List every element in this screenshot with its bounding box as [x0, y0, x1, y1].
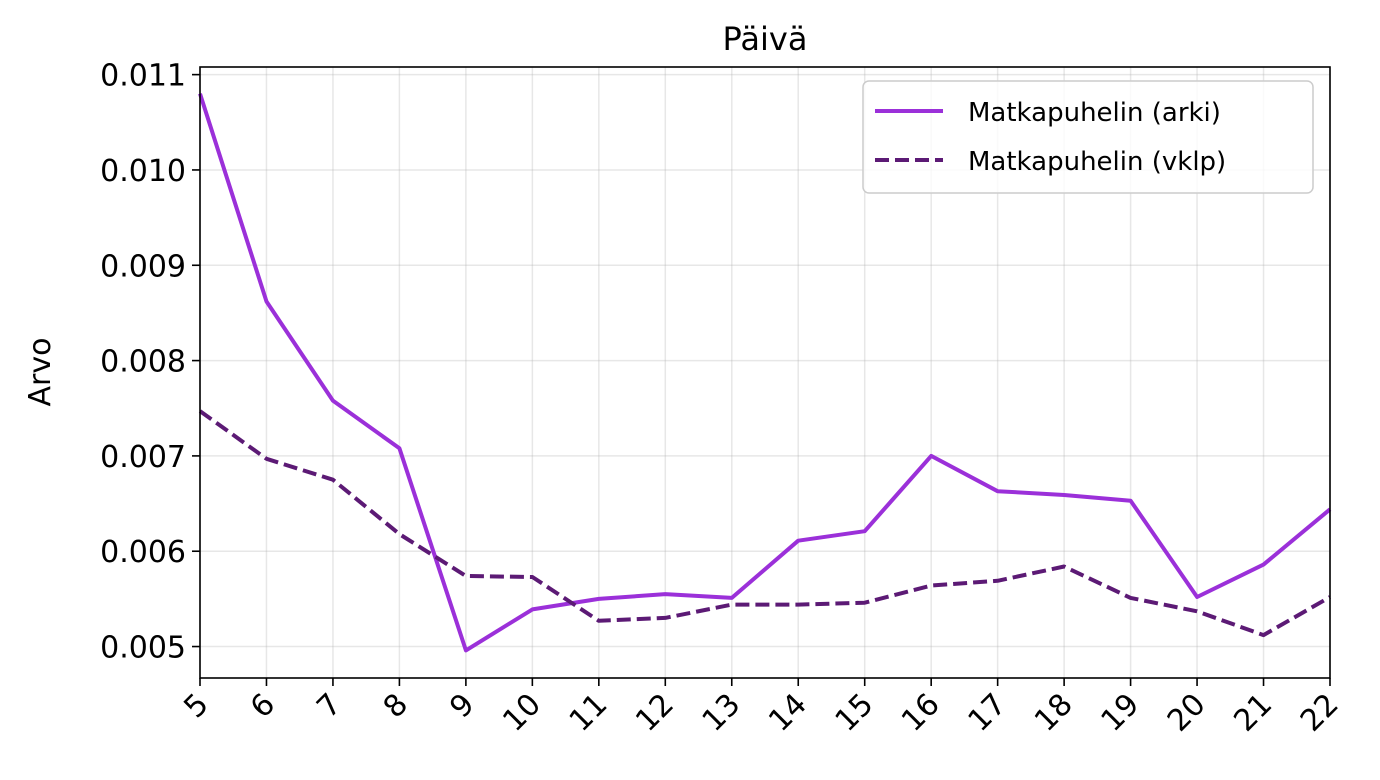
- y-tick-label: 0.005: [100, 631, 186, 666]
- y-tick-label: 0.011: [100, 59, 186, 94]
- legend-label-arki: Matkapuhelin (arki): [968, 98, 1221, 128]
- grid: [199, 67, 1331, 678]
- y-tick-label: 0.008: [100, 345, 186, 380]
- y-tick-label: 0.006: [100, 535, 186, 570]
- legend-box: [862, 80, 1314, 194]
- legend: Matkapuhelin (arki) Matkapuhelin (vklp): [862, 80, 1314, 194]
- y-axis-label: Arvo: [23, 338, 58, 407]
- series-lines: [198, 93, 1332, 653]
- y-tick-label: 0.007: [100, 440, 186, 475]
- y-tick-label: 0.010: [100, 154, 186, 189]
- legend-label-vklp: Matkapuhelin (vklp): [968, 147, 1226, 177]
- chart-title: Päivä: [723, 20, 808, 58]
- series-line-arki: [198, 93, 1332, 653]
- y-tick-label: 0.009: [100, 249, 186, 284]
- plot-frame: [199, 66, 1331, 679]
- series-line-vklp: [198, 409, 1331, 638]
